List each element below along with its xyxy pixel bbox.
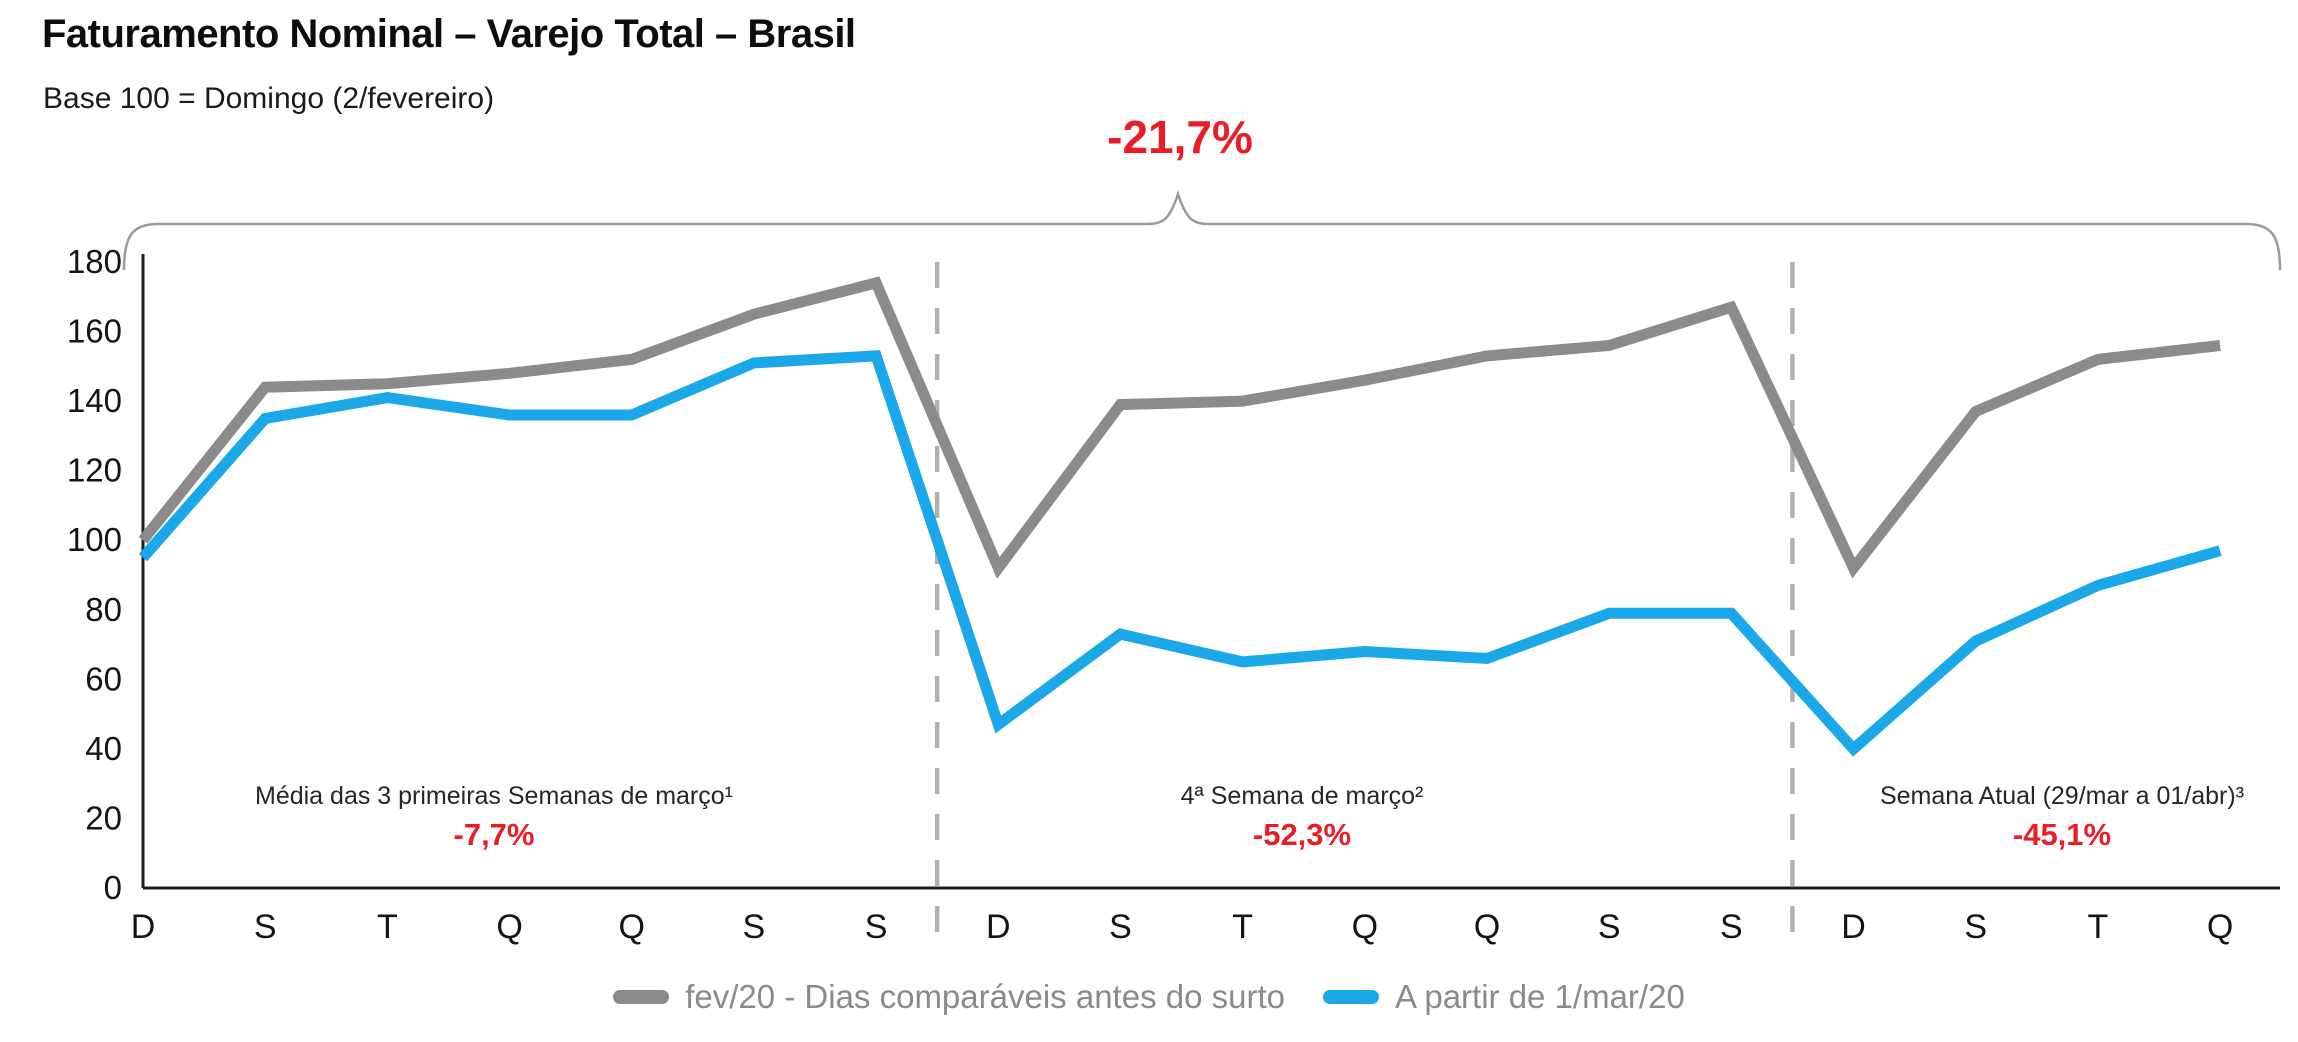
x-tick-label: Q [1474,908,1500,946]
y-tick-label: 120 [67,452,122,489]
x-tick-label: Q [618,908,644,946]
x-tick-label: D [131,908,156,946]
x-tick-label: D [1841,908,1866,946]
annotation-label: Média das 3 primeiras Semanas de março¹ [255,782,733,810]
x-tick-label: S [1964,908,1987,946]
y-tick-label: 0 [104,869,122,906]
legend-item-feb: fev/20 - Dias comparáveis antes do surto [613,978,1285,1016]
x-tick-label: S [254,908,277,946]
x-tick-label: T [377,908,398,946]
legend-item-march: A partir de 1/mar/20 [1322,978,1685,1016]
chart-legend: fev/20 - Dias comparáveis antes do surto… [0,978,2298,1016]
series-line-0 [138,276,2221,579]
x-tick-label: S [1598,908,1621,946]
x-tick-label: Q [1352,908,1378,946]
y-tick-label: 160 [67,313,122,350]
y-tick-label: 40 [85,730,122,767]
y-tick-label: 140 [67,382,122,419]
page-title: Faturamento Nominal – Varejo Total – Bra… [42,12,856,56]
annotation-first-weeks: Média das 3 primeiras Semanas de março¹ … [164,782,824,853]
annotation-current-week: Semana Atual (29/mar a 01/abr)³ -45,1% [1782,782,2298,853]
y-tick-label: 80 [85,591,122,628]
y-tick-label: 100 [67,521,122,558]
x-tick-label: T [2087,908,2108,946]
x-tick-label: S [743,908,766,946]
y-tick-label: 20 [85,799,122,836]
x-tick-label: S [865,908,888,946]
series-line-1 [138,350,2222,757]
legend-label: fev/20 - Dias comparáveis antes do surto [685,978,1285,1015]
annotation-drop-value: -52,3% [1252,817,1352,852]
annotation-fourth-week: 4ª Semana de março² -52,3% [1052,782,1552,853]
x-tick-label: S [1720,908,1743,946]
gray-series-swatch-icon [613,990,670,1004]
blue-series-swatch-icon [1322,990,1379,1004]
page-subtitle: Base 100 = Domingo (2/fevereiro) [43,82,495,115]
overall-drop-label: -21,7% [1107,111,1253,163]
annotation-label: Semana Atual (29/mar a 01/abr)³ [1879,782,2245,810]
legend-label: A partir de 1/mar/20 [1394,978,1685,1015]
y-tick-label: 60 [85,660,122,697]
x-tick-label: Q [2207,908,2233,946]
annotation-label: 4ª Semana de março² [1180,782,1424,810]
annotation-drop-value: -45,1% [2012,817,2112,852]
x-tick-label: T [1232,908,1253,946]
annotation-drop-value: -7,7% [453,817,535,852]
x-tick-label: S [1109,908,1132,946]
x-tick-label: D [986,908,1011,946]
y-tick-label: 180 [67,243,122,280]
brace-icon [122,190,2282,271]
x-tick-label: Q [496,908,522,946]
